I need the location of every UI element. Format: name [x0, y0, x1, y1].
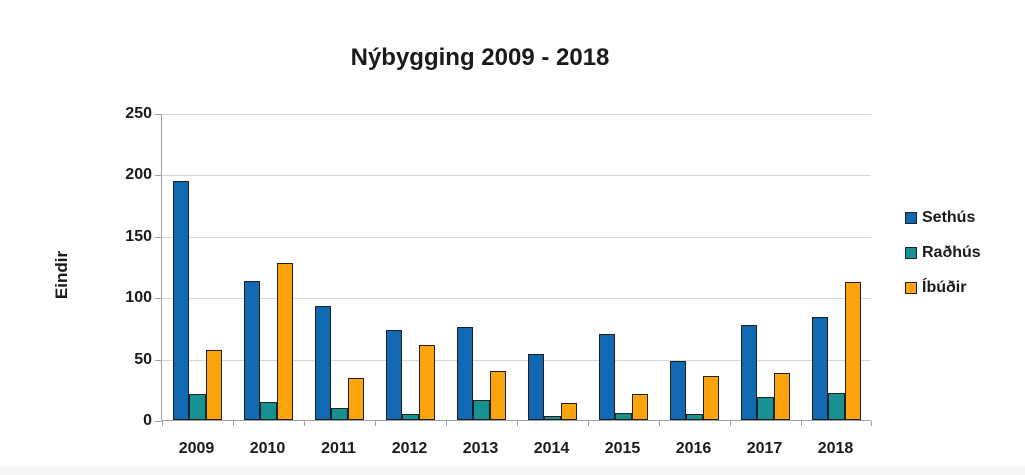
x-tick-label-2011: 2011 [321, 440, 356, 457]
legend-entry-Sethús: Sethús [905, 209, 981, 226]
bar-Raðhús-2014 [544, 416, 561, 420]
gridline-y-50 [162, 359, 871, 361]
y-tick-mark [155, 236, 161, 238]
bar-Raðhús-2013 [473, 400, 490, 420]
legend-label: Íbúðir [922, 279, 967, 296]
x-tick-mark [233, 421, 234, 426]
y-tick-mark [155, 359, 161, 361]
bar-Raðhús-2011 [331, 407, 348, 420]
bar-Íbúðir-2014 [560, 402, 578, 420]
bar-Íbúðir-2017 [773, 373, 791, 420]
bar-Íbúðir-2015 [631, 394, 649, 420]
bar-Raðhús-2016 [686, 413, 703, 420]
y-tick-mark [155, 114, 161, 115]
x-tick-mark [517, 421, 518, 426]
bar-Raðhús-2012 [402, 413, 419, 420]
legend-swatch-icon [905, 211, 917, 224]
x-tick-mark [375, 421, 376, 426]
x-tick-mark [659, 421, 660, 426]
bar-Íbúðir-2016 [702, 375, 720, 420]
bar-Sethús-2011 [314, 305, 332, 420]
y-tick-mark [155, 175, 161, 177]
legend-label: Sethús [922, 209, 976, 226]
x-tick-mark [588, 421, 589, 426]
bar-Raðhús-2009 [189, 394, 206, 420]
x-tick-mark [730, 421, 731, 426]
x-tick-mark [446, 421, 447, 426]
bar-Raðhús-2017 [757, 396, 774, 420]
x-tick-mark [801, 421, 802, 426]
legend-entry-Raðhús: Raðhús [905, 244, 981, 261]
bar-Sethús-2009 [172, 180, 190, 420]
bar-Sethús-2010 [243, 281, 261, 420]
bar-Sethús-2012 [385, 330, 403, 420]
legend-swatch-icon [905, 246, 917, 259]
y-tick-label-100: 100 [125, 289, 152, 307]
x-tick-mark [871, 421, 872, 426]
y-tick-label-150: 150 [125, 227, 152, 245]
bar-Sethús-2015 [598, 334, 616, 420]
x-tick-label-2010: 2010 [249, 440, 286, 457]
bar-Raðhús-2010 [260, 401, 277, 420]
y-tick-label-50: 50 [134, 350, 152, 368]
y-tick-mark [155, 298, 161, 300]
y-tick-label-200: 200 [125, 166, 152, 184]
x-tick-label-2009: 2009 [178, 440, 215, 457]
x-tick-mark [304, 421, 305, 426]
bar-Sethús-2017 [740, 325, 758, 420]
bar-Sethús-2013 [456, 326, 474, 420]
plot-area [155, 114, 872, 426]
x-tick-label-2013: 2013 [462, 440, 499, 457]
x-tick-label-2014: 2014 [533, 440, 570, 457]
gridline-y-250 [162, 114, 871, 115]
legend-label: Raðhús [922, 244, 981, 261]
bar-Íbúðir-2010 [276, 262, 294, 420]
bar-Raðhús-2015 [615, 412, 632, 420]
bar-Íbúðir-2011 [347, 378, 365, 420]
legend: Sethús Raðhús Íbúðir [905, 209, 981, 316]
x-tick-label-2018: 2018 [817, 440, 854, 457]
gridline-y-200 [162, 175, 871, 177]
y-axis-title: Eindir [52, 250, 71, 300]
bar-Sethús-2018 [811, 316, 829, 420]
y-tick-label-250: 250 [125, 105, 152, 122]
legend-swatch-icon [905, 281, 917, 294]
chart-title: Nýbygging 2009 - 2018 [350, 44, 610, 71]
bar-Íbúðir-2018 [844, 282, 862, 420]
bar-Sethús-2014 [527, 353, 545, 420]
x-tick-mark [162, 421, 163, 426]
bottom-strip [0, 466, 1025, 475]
gridline-y-100 [162, 298, 871, 300]
bar-Íbúðir-2009 [205, 350, 223, 420]
bar-Íbúðir-2012 [418, 345, 436, 420]
bar-Íbúðir-2013 [489, 370, 507, 420]
x-tick-label-2012: 2012 [391, 440, 428, 457]
y-tick-mark [155, 421, 161, 422]
x-tick-label-2017: 2017 [746, 440, 783, 457]
y-tick-label-0: 0 [143, 412, 152, 429]
gridline-y-150 [162, 236, 871, 238]
x-tick-label-2016: 2016 [675, 440, 712, 457]
legend-entry-Íbúðir: Íbúðir [905, 279, 981, 296]
bar-Sethús-2016 [669, 361, 687, 420]
x-tick-label-2015: 2015 [604, 440, 641, 457]
bar-Raðhús-2018 [828, 392, 845, 420]
